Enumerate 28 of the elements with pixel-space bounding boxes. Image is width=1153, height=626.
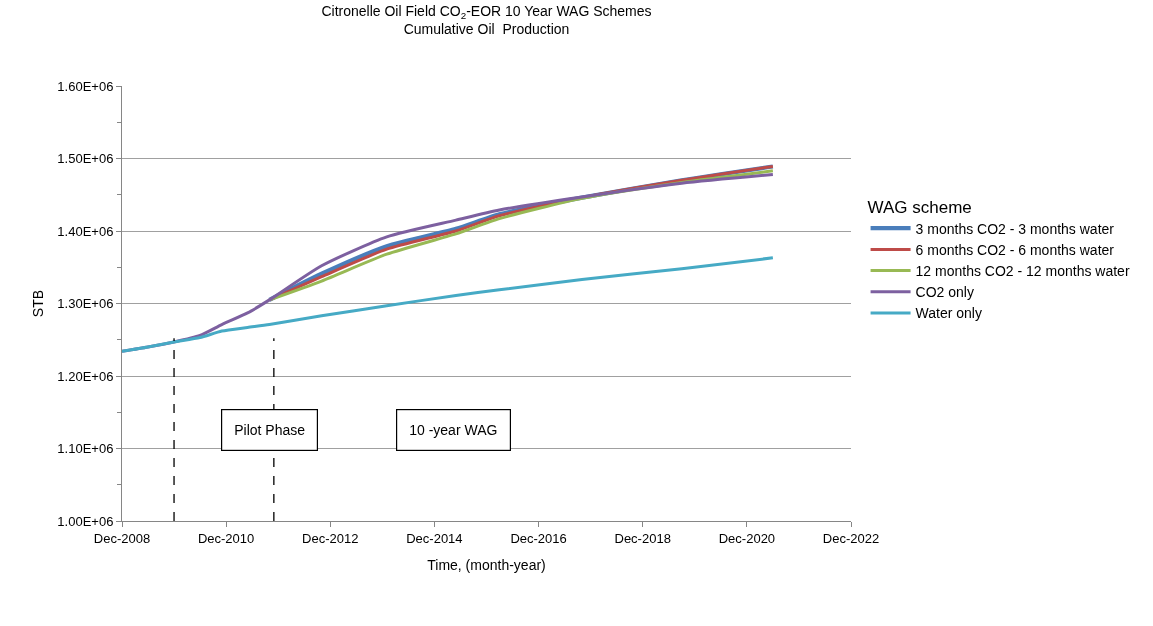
chart-subtitle: Cumulative Oil Production (403, 20, 570, 37)
x-axis-title: Time, (month-year) (427, 556, 546, 573)
legend-label: 3 months CO2 - 3 months water (915, 220, 1115, 237)
legend-label: 6 months CO2 - 6 months water (915, 241, 1115, 258)
x-tick-label: Dec-2012 (302, 530, 359, 546)
legend-title: WAG scheme (867, 197, 972, 217)
y-tick-label: 1.30E+06 (57, 296, 114, 312)
y-tick-label: 1.10E+06 (57, 441, 114, 457)
legend-label: Water only (915, 305, 982, 322)
x-tick-label: Dec-2008 (93, 530, 151, 546)
x-tick-label: Dec-2010 (197, 530, 255, 546)
annotation: 10 -year WAG (409, 422, 498, 439)
legend-label: 12 months CO2 - 12 months water (915, 263, 1130, 280)
line-series (122, 256, 775, 353)
y-axis-title: STB (29, 289, 46, 318)
y-tick-label: 1.40E+06 (57, 223, 114, 239)
y-tick-label: 1.00E+06 (57, 513, 114, 529)
y-tick-label: 1.20E+06 (57, 368, 114, 384)
x-tick-label: Dec-2022 (822, 530, 880, 546)
x-tick-label: Dec-2020 (718, 530, 776, 546)
chart-title: Citronelle Oil Field CO$_{2}$-EOR 10 Year WAG Schemes (321, 2, 652, 21)
y-tick-label: 1.50E+06 (57, 151, 114, 167)
legend-label: CO2 only (915, 284, 974, 301)
y-tick-label: 1.60E+06 (57, 78, 114, 94)
x-tick-label: Dec-2016 (510, 530, 567, 546)
annotation: Pilot Phase (234, 422, 306, 439)
x-tick-label: Dec-2018 (614, 530, 671, 546)
x-tick-label: Dec-2014 (406, 530, 463, 546)
